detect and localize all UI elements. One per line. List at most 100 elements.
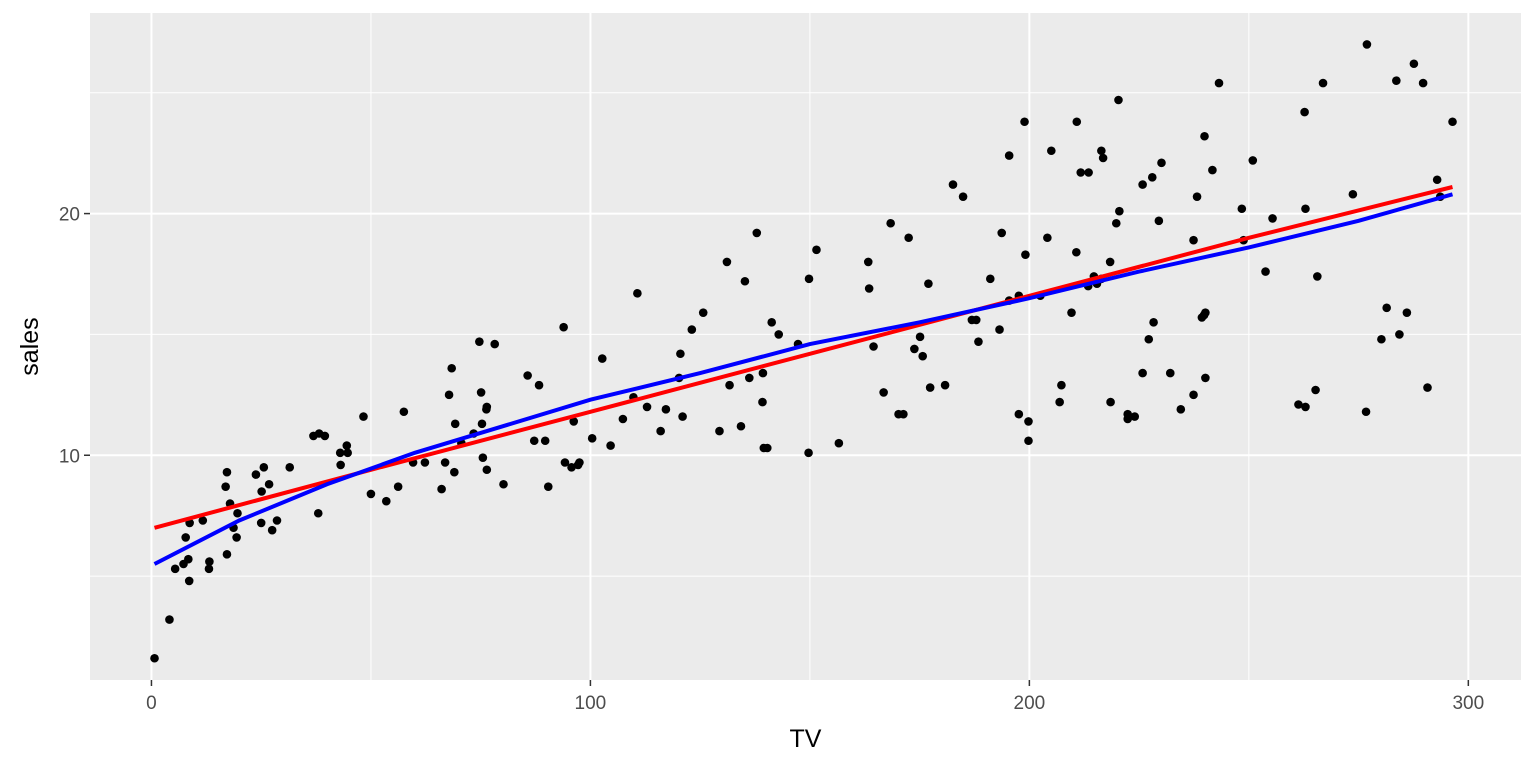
data-point <box>1362 40 1372 49</box>
data-point <box>342 441 352 450</box>
data-point <box>642 402 652 412</box>
data-point <box>165 615 174 624</box>
data-point <box>529 436 539 446</box>
data-point <box>774 330 784 339</box>
data-point <box>1138 180 1147 189</box>
data-point <box>1261 267 1270 276</box>
data-point <box>534 380 544 390</box>
data-point <box>918 351 928 361</box>
data-point <box>232 533 241 542</box>
data-point <box>899 409 908 419</box>
data-point <box>1201 373 1210 383</box>
data-point <box>687 325 697 334</box>
x-tick-label: 100 <box>575 693 607 714</box>
data-point <box>1392 76 1401 85</box>
data-point <box>804 274 814 284</box>
data-point <box>1047 146 1056 156</box>
data-point <box>1004 151 1014 160</box>
data-point <box>1189 390 1198 400</box>
data-point <box>1020 117 1029 127</box>
data-point <box>676 349 685 359</box>
data-point <box>958 192 968 201</box>
data-point <box>763 443 772 453</box>
data-point <box>1043 233 1052 243</box>
data-point <box>1123 409 1132 419</box>
data-point <box>440 458 450 467</box>
data-point <box>1395 330 1404 339</box>
data-point <box>184 554 193 564</box>
data-point <box>1072 117 1082 127</box>
data-point <box>1248 156 1258 165</box>
data-point <box>490 339 500 349</box>
data-point <box>745 373 754 383</box>
x-axis-ticks: 0 100 200 300 <box>146 680 1484 714</box>
data-point <box>1200 131 1209 141</box>
data-point <box>618 414 628 424</box>
y-axis-title: sales <box>16 317 44 375</box>
data-point <box>184 576 194 586</box>
data-point <box>1377 334 1386 344</box>
data-point <box>1301 402 1310 412</box>
data-point <box>758 368 768 378</box>
data-point <box>1189 235 1198 245</box>
data-point <box>1014 409 1024 419</box>
data-point <box>366 489 376 499</box>
data-point <box>812 245 821 255</box>
data-point <box>925 383 935 392</box>
data-point <box>1115 206 1124 216</box>
data-point <box>1138 368 1147 378</box>
data-point <box>181 533 190 542</box>
data-point <box>725 380 734 390</box>
data-point <box>1154 216 1164 226</box>
data-point <box>698 308 708 317</box>
data-point <box>1311 385 1320 395</box>
data-point <box>915 332 925 342</box>
data-point <box>879 388 888 397</box>
data-point <box>804 448 813 458</box>
data-point <box>834 438 844 448</box>
data-point <box>1214 78 1224 88</box>
data-point <box>740 276 750 286</box>
data-point <box>272 516 282 525</box>
data-point <box>1067 308 1076 317</box>
data-point <box>1130 412 1140 421</box>
data-point <box>758 397 767 407</box>
data-point <box>1144 334 1154 344</box>
data-point <box>752 228 762 238</box>
data-point <box>606 441 615 450</box>
data-point <box>661 405 671 414</box>
data-point <box>597 354 607 363</box>
data-point <box>221 482 230 491</box>
data-point <box>399 407 409 417</box>
data-point <box>478 453 488 462</box>
data-point <box>1084 168 1093 177</box>
data-point <box>995 325 1004 334</box>
data-point <box>1423 383 1432 392</box>
data-point <box>986 274 995 284</box>
data-point <box>1294 400 1303 409</box>
data-point <box>204 564 214 574</box>
data-point <box>767 318 777 327</box>
data-point <box>924 279 933 288</box>
data-point <box>437 484 446 494</box>
data-point <box>335 448 345 458</box>
data-point <box>256 518 266 528</box>
data-point <box>313 508 323 518</box>
data-point <box>1201 308 1210 317</box>
data-point <box>233 508 242 518</box>
data-point <box>1268 214 1277 223</box>
y-tick-label: 10 <box>59 446 80 467</box>
data-point <box>476 388 486 397</box>
data-point <box>1021 250 1030 259</box>
data-point <box>1208 165 1217 175</box>
data-point <box>1097 146 1106 156</box>
data-point <box>475 337 484 346</box>
data-point <box>343 448 352 458</box>
data-point <box>1106 397 1115 407</box>
data-point <box>971 315 981 325</box>
data-point <box>450 467 459 477</box>
data-point <box>736 421 746 431</box>
data-point <box>1382 303 1391 313</box>
data-point <box>948 180 958 189</box>
